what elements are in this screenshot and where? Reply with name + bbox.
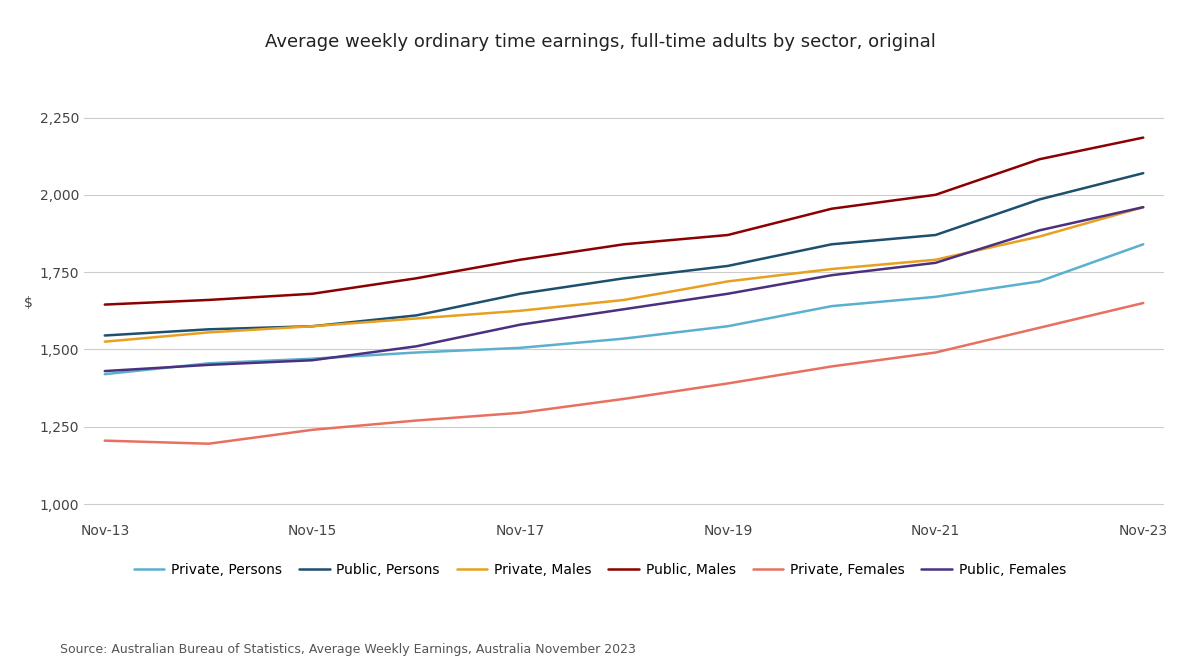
Private, Persons	[97, 370, 112, 378]
Public, Persons	[305, 322, 319, 330]
Private, Males	[824, 265, 839, 273]
Private, Persons	[721, 322, 736, 330]
Private, Persons	[929, 293, 943, 301]
Public, Persons	[929, 231, 943, 239]
Line: Public, Females: Public, Females	[104, 207, 1144, 371]
Public, Females	[305, 356, 319, 364]
Public, Females	[97, 367, 112, 375]
Public, Persons	[512, 290, 527, 298]
Public, Females	[202, 361, 216, 369]
Public, Persons	[409, 312, 424, 320]
Private, Males	[1136, 203, 1151, 211]
Private, Females	[202, 440, 216, 448]
Private, Females	[617, 395, 631, 403]
Public, Males	[617, 240, 631, 248]
Public, Persons	[824, 240, 839, 248]
Line: Private, Males: Private, Males	[104, 207, 1144, 342]
Public, Males	[305, 290, 319, 298]
Y-axis label: $: $	[24, 296, 32, 310]
Private, Males	[1032, 232, 1046, 240]
Private, Persons	[512, 344, 527, 352]
Public, Females	[409, 342, 424, 350]
Private, Persons	[617, 334, 631, 342]
Private, Males	[617, 296, 631, 304]
Text: Source: Australian Bureau of Statistics, Average Weekly Earnings, Australia Nove: Source: Australian Bureau of Statistics,…	[60, 643, 636, 656]
Public, Males	[97, 300, 112, 308]
Private, Males	[721, 277, 736, 285]
Private, Males	[202, 328, 216, 336]
Public, Females	[824, 271, 839, 279]
Public, Females	[721, 290, 736, 298]
Public, Persons	[617, 274, 631, 282]
Public, Persons	[202, 325, 216, 333]
Public, Males	[202, 296, 216, 304]
Private, Females	[409, 416, 424, 424]
Public, Males	[824, 204, 839, 212]
Private, Persons	[1136, 240, 1151, 248]
Public, Females	[1136, 203, 1151, 211]
Private, Females	[824, 362, 839, 370]
Private, Females	[721, 380, 736, 388]
Line: Public, Persons: Public, Persons	[104, 173, 1144, 336]
Legend: Private, Persons, Public, Persons, Private, Males, Public, Males, Private, Femal: Private, Persons, Public, Persons, Priva…	[128, 557, 1072, 583]
Line: Private, Persons: Private, Persons	[104, 244, 1144, 374]
Public, Males	[409, 274, 424, 282]
Public, Persons	[1136, 169, 1151, 177]
Private, Females	[1136, 299, 1151, 307]
Private, Males	[97, 338, 112, 346]
Line: Private, Females: Private, Females	[104, 303, 1144, 444]
Private, Males	[512, 307, 527, 315]
Line: Public, Males: Public, Males	[104, 138, 1144, 304]
Text: Average weekly ordinary time earnings, full-time adults by sector, original: Average weekly ordinary time earnings, f…	[264, 33, 936, 51]
Public, Females	[617, 305, 631, 313]
Private, Persons	[1032, 277, 1046, 285]
Public, Males	[512, 256, 527, 264]
Private, Persons	[824, 302, 839, 310]
Public, Persons	[721, 262, 736, 270]
Private, Persons	[202, 360, 216, 368]
Private, Persons	[305, 355, 319, 363]
Public, Persons	[97, 332, 112, 340]
Private, Females	[305, 426, 319, 434]
Private, Males	[305, 322, 319, 330]
Public, Males	[1136, 134, 1151, 142]
Private, Persons	[409, 348, 424, 356]
Public, Males	[721, 231, 736, 239]
Private, Males	[929, 256, 943, 264]
Private, Females	[1032, 324, 1046, 332]
Private, Females	[929, 348, 943, 356]
Private, Females	[512, 409, 527, 417]
Public, Males	[929, 190, 943, 198]
Public, Persons	[1032, 195, 1046, 203]
Private, Females	[97, 437, 112, 445]
Public, Females	[1032, 226, 1046, 234]
Public, Males	[1032, 155, 1046, 163]
Public, Females	[512, 320, 527, 328]
Public, Females	[929, 259, 943, 267]
Private, Males	[409, 314, 424, 322]
